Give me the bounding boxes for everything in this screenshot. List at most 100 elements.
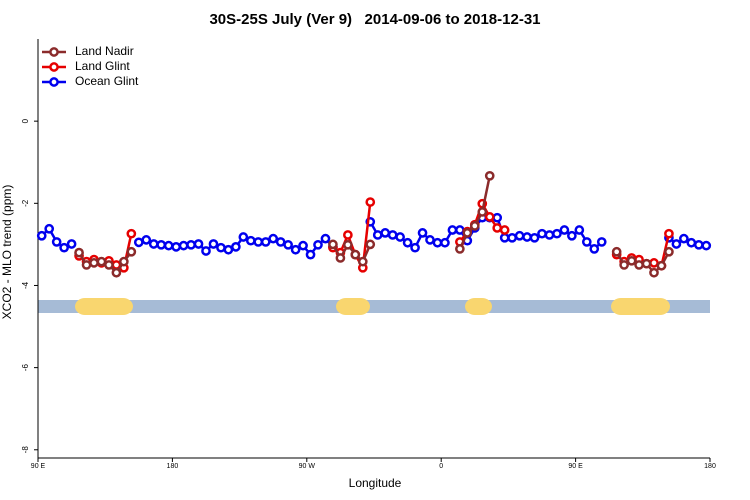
data-point bbox=[634, 260, 644, 270]
data-point bbox=[178, 240, 189, 251]
data-point bbox=[44, 223, 55, 234]
data-point bbox=[432, 237, 443, 248]
data-point bbox=[171, 242, 181, 252]
data-point bbox=[81, 260, 92, 270]
data-point bbox=[537, 228, 547, 239]
data-point bbox=[133, 237, 144, 248]
chart-title: 30S-25S July (Ver 9) 2014-09-06 to 2018-… bbox=[209, 11, 540, 28]
legend-label: Ocean Glint bbox=[75, 74, 139, 88]
data-point bbox=[253, 237, 264, 247]
data-point bbox=[619, 260, 629, 270]
x-tick-label: 180 bbox=[704, 463, 716, 470]
data-point bbox=[275, 237, 286, 247]
data-point bbox=[298, 240, 308, 251]
data-point bbox=[126, 246, 137, 257]
data-point bbox=[447, 225, 458, 235]
data-point bbox=[574, 225, 585, 235]
ocean-band bbox=[38, 300, 710, 313]
data-point bbox=[201, 246, 211, 256]
data-point bbox=[589, 244, 600, 254]
data-point bbox=[231, 242, 241, 252]
data-point bbox=[74, 247, 84, 258]
data-point bbox=[163, 240, 174, 251]
data-point bbox=[611, 246, 622, 257]
legend-marker bbox=[49, 77, 59, 87]
data-point bbox=[141, 235, 152, 245]
x-tick-label: 90 E bbox=[568, 463, 583, 470]
y-axis-label: XCO2 - MLO trend (ppm) bbox=[0, 185, 14, 320]
x-tick-label: 0 bbox=[439, 463, 443, 470]
data-point bbox=[305, 249, 316, 260]
data-point bbox=[148, 239, 159, 249]
data-point bbox=[693, 239, 704, 250]
data-point bbox=[656, 260, 667, 271]
data-point bbox=[425, 235, 435, 245]
y-tick-label: -6 bbox=[21, 364, 30, 372]
data-point bbox=[343, 230, 353, 240]
data-point bbox=[664, 246, 674, 257]
data-point bbox=[492, 212, 503, 223]
data-point bbox=[387, 230, 398, 240]
data-point bbox=[193, 239, 204, 249]
data-point bbox=[290, 244, 301, 255]
x-tick-label: 90 W bbox=[299, 463, 316, 470]
data-point bbox=[36, 230, 47, 241]
data-point bbox=[186, 239, 196, 250]
data-point bbox=[350, 249, 361, 260]
data-point bbox=[581, 237, 592, 247]
data-point bbox=[119, 256, 129, 267]
data-point bbox=[111, 267, 122, 278]
data-point bbox=[320, 233, 331, 244]
data-point bbox=[410, 242, 420, 253]
data-point bbox=[402, 237, 413, 248]
data-point bbox=[544, 230, 555, 240]
data-point bbox=[156, 239, 167, 250]
y-tick-label: -8 bbox=[21, 446, 30, 454]
data-point bbox=[208, 239, 219, 249]
data-point bbox=[469, 221, 480, 231]
y-tick-label: -4 bbox=[21, 281, 30, 289]
data-point bbox=[66, 239, 77, 249]
data-point bbox=[104, 260, 114, 270]
data-point bbox=[477, 207, 488, 217]
data-point bbox=[462, 228, 473, 238]
legend-label: Land Nadir bbox=[75, 44, 134, 58]
data-point bbox=[343, 239, 353, 250]
data-point bbox=[357, 256, 368, 267]
data-point bbox=[671, 239, 682, 249]
data-point bbox=[686, 237, 697, 248]
data-point bbox=[245, 235, 256, 246]
y-tick-label: -2 bbox=[21, 199, 30, 207]
x-axis-label: Longitude bbox=[349, 476, 402, 490]
data-point bbox=[641, 258, 652, 269]
data-point bbox=[649, 258, 659, 268]
data-point bbox=[89, 258, 99, 268]
data-point bbox=[238, 232, 249, 242]
data-point bbox=[51, 237, 62, 247]
data-point bbox=[440, 237, 450, 248]
data-point bbox=[514, 230, 525, 241]
data-point bbox=[529, 232, 540, 243]
data-point bbox=[626, 255, 637, 266]
data-point bbox=[664, 228, 674, 239]
data-point bbox=[552, 228, 562, 239]
data-point bbox=[126, 228, 137, 239]
data-point bbox=[701, 240, 712, 251]
data-point bbox=[567, 230, 577, 241]
data-point bbox=[59, 242, 69, 253]
land-band bbox=[75, 298, 133, 315]
data-point bbox=[484, 212, 495, 222]
data-point bbox=[283, 239, 293, 250]
x-tick-label: 180 bbox=[167, 463, 179, 470]
data-point bbox=[679, 233, 689, 244]
data-point bbox=[484, 170, 495, 181]
data-point bbox=[365, 197, 376, 207]
data-point bbox=[522, 232, 532, 242]
data-point bbox=[455, 225, 465, 235]
data-point bbox=[596, 237, 607, 247]
data-point bbox=[313, 239, 323, 250]
data-point bbox=[507, 232, 517, 243]
data-point bbox=[260, 237, 271, 247]
legend-marker bbox=[49, 47, 59, 57]
